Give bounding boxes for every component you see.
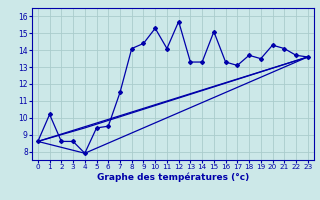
- X-axis label: Graphe des températures (°c): Graphe des températures (°c): [97, 173, 249, 182]
